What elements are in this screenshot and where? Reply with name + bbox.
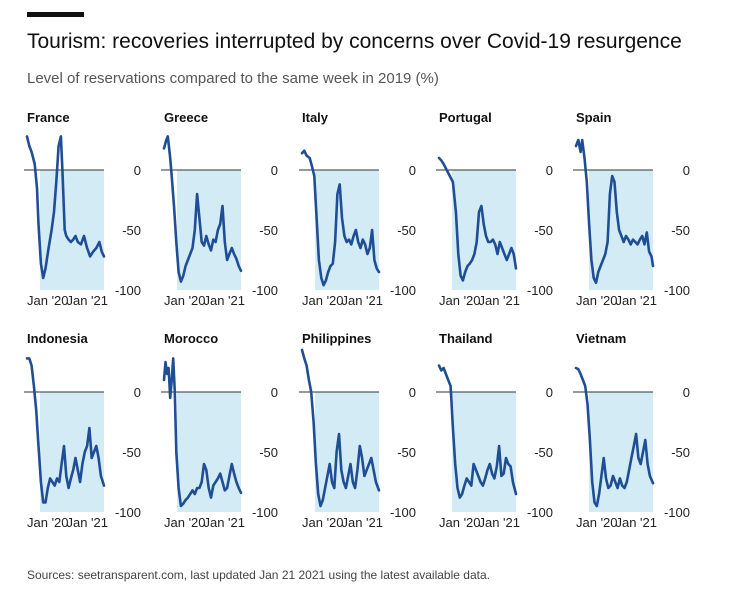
y-tick-label: -50 — [671, 223, 690, 238]
series-line-greece — [162, 135, 243, 283]
x-tick-label: Jan '21 — [203, 515, 245, 530]
series-line-thailand — [437, 364, 518, 499]
y-tick-label: 0 — [683, 163, 690, 178]
y-tick-label: 0 — [134, 163, 141, 178]
y-tick-label: -100 — [390, 505, 416, 520]
series-line-france — [25, 135, 106, 280]
y-tick-label: -100 — [390, 283, 416, 298]
panel-title: Greece — [164, 110, 208, 125]
y-tick-label: 0 — [546, 163, 553, 178]
y-tick-label: -50 — [671, 445, 690, 460]
y-tick-label: -100 — [664, 283, 690, 298]
y-tick-label: -100 — [252, 505, 278, 520]
shaded-region — [315, 170, 379, 290]
shaded-region — [177, 170, 241, 290]
x-tick-label: Jan '21 — [66, 515, 108, 530]
x-tick-label: Jan '20 — [576, 515, 618, 530]
y-tick-label: -50 — [259, 445, 278, 460]
y-tick-label: -50 — [122, 445, 141, 460]
series-line-vietnam — [574, 366, 655, 508]
x-tick-label: Jan '21 — [341, 515, 383, 530]
x-tick-label: Jan '20 — [302, 293, 344, 308]
y-tick-label: -50 — [534, 223, 553, 238]
shaded-region — [40, 170, 104, 290]
y-tick-label: -100 — [115, 505, 141, 520]
y-tick-label: 0 — [409, 385, 416, 400]
x-tick-label: Jan '21 — [341, 293, 383, 308]
series-line-morocco — [162, 357, 243, 508]
x-tick-label: Jan '21 — [615, 293, 657, 308]
y-tick-label: -50 — [397, 445, 416, 460]
x-tick-label: Jan '20 — [439, 515, 481, 530]
y-tick-label: 0 — [409, 163, 416, 178]
x-tick-label: Jan '21 — [478, 515, 520, 530]
series-line-portugal — [437, 156, 518, 282]
series-line-italy — [300, 149, 381, 287]
x-tick-label: Jan '20 — [576, 293, 618, 308]
x-tick-label: Jan '21 — [203, 293, 245, 308]
panel-title: Thailand — [439, 331, 493, 346]
x-tick-label: Jan '20 — [302, 515, 344, 530]
y-tick-label: 0 — [683, 385, 690, 400]
series-line-spain — [574, 138, 655, 285]
x-tick-label: Jan '20 — [27, 515, 69, 530]
panel-title: Morocco — [164, 331, 218, 346]
y-tick-label: -100 — [664, 505, 690, 520]
x-tick-label: Jan '21 — [615, 515, 657, 530]
panel-title: Italy — [302, 110, 329, 125]
y-tick-label: -50 — [397, 223, 416, 238]
y-tick-label: 0 — [271, 385, 278, 400]
x-tick-label: Jan '20 — [27, 293, 69, 308]
series-line-philippines — [300, 348, 381, 508]
x-tick-label: Jan '20 — [439, 293, 481, 308]
panel-title: France — [27, 110, 70, 125]
x-tick-label: Jan '21 — [478, 293, 520, 308]
panel-title: Vietnam — [576, 331, 626, 346]
panel-title: Portugal — [439, 110, 492, 125]
series-line-indonesia — [25, 357, 106, 504]
x-tick-label: Jan '21 — [66, 293, 108, 308]
y-tick-label: -100 — [527, 505, 553, 520]
y-tick-label: -100 — [115, 283, 141, 298]
y-tick-label: -100 — [252, 283, 278, 298]
panel-title: Philippines — [302, 331, 371, 346]
header-rule — [27, 12, 84, 17]
chart-title: Tourism: recoveries interrupted by conce… — [27, 30, 682, 53]
shaded-region — [315, 392, 379, 512]
y-tick-label: -100 — [527, 283, 553, 298]
chart-subtitle: Level of reservations compared to the sa… — [27, 70, 439, 87]
x-tick-label: Jan '20 — [164, 515, 206, 530]
y-tick-label: -50 — [259, 223, 278, 238]
y-tick-label: 0 — [546, 385, 553, 400]
source-note: Sources: seetransparent.com, last update… — [27, 568, 490, 582]
y-tick-label: 0 — [134, 385, 141, 400]
y-tick-label: -50 — [534, 445, 553, 460]
panel-title: Spain — [576, 110, 611, 125]
panel-title: Indonesia — [27, 331, 88, 346]
x-tick-label: Jan '20 — [164, 293, 206, 308]
y-tick-label: -50 — [122, 223, 141, 238]
y-tick-label: 0 — [271, 163, 278, 178]
